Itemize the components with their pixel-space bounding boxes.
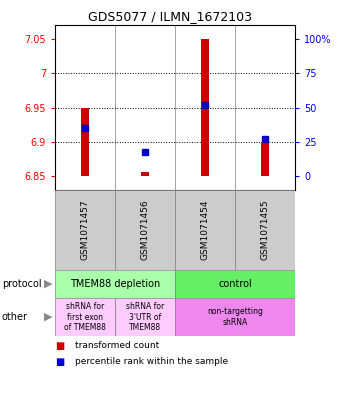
Text: other: other xyxy=(2,312,28,322)
Text: GDS5077 / ILMN_1672103: GDS5077 / ILMN_1672103 xyxy=(88,10,252,23)
Text: shRNA for
first exon
of TMEM88: shRNA for first exon of TMEM88 xyxy=(64,302,106,332)
Text: ■: ■ xyxy=(55,341,64,351)
Bar xyxy=(55,270,175,298)
Bar xyxy=(115,298,175,336)
Bar xyxy=(201,39,209,176)
Text: TMEM88 depletion: TMEM88 depletion xyxy=(70,279,160,289)
Text: GSM1071455: GSM1071455 xyxy=(260,200,270,260)
Bar xyxy=(175,298,295,336)
Bar xyxy=(175,190,235,270)
Text: non-targetting
shRNA: non-targetting shRNA xyxy=(207,307,263,327)
Text: ▶: ▶ xyxy=(44,312,52,322)
Text: GSM1071454: GSM1071454 xyxy=(201,200,209,260)
Bar xyxy=(55,190,115,270)
Bar xyxy=(261,142,269,176)
Text: transformed count: transformed count xyxy=(75,341,160,350)
Bar xyxy=(55,298,115,336)
Bar xyxy=(141,172,149,176)
Bar xyxy=(81,108,89,176)
Text: shRNA for
3'UTR of
TMEM88: shRNA for 3'UTR of TMEM88 xyxy=(126,302,164,332)
Text: ■: ■ xyxy=(55,357,64,367)
Text: GSM1071457: GSM1071457 xyxy=(81,200,89,260)
Bar xyxy=(175,270,295,298)
Text: protocol: protocol xyxy=(2,279,41,289)
Text: percentile rank within the sample: percentile rank within the sample xyxy=(75,357,228,366)
Bar xyxy=(115,190,175,270)
Bar xyxy=(235,190,295,270)
Text: control: control xyxy=(218,279,252,289)
Text: GSM1071456: GSM1071456 xyxy=(140,200,150,260)
Text: ▶: ▶ xyxy=(44,279,52,289)
